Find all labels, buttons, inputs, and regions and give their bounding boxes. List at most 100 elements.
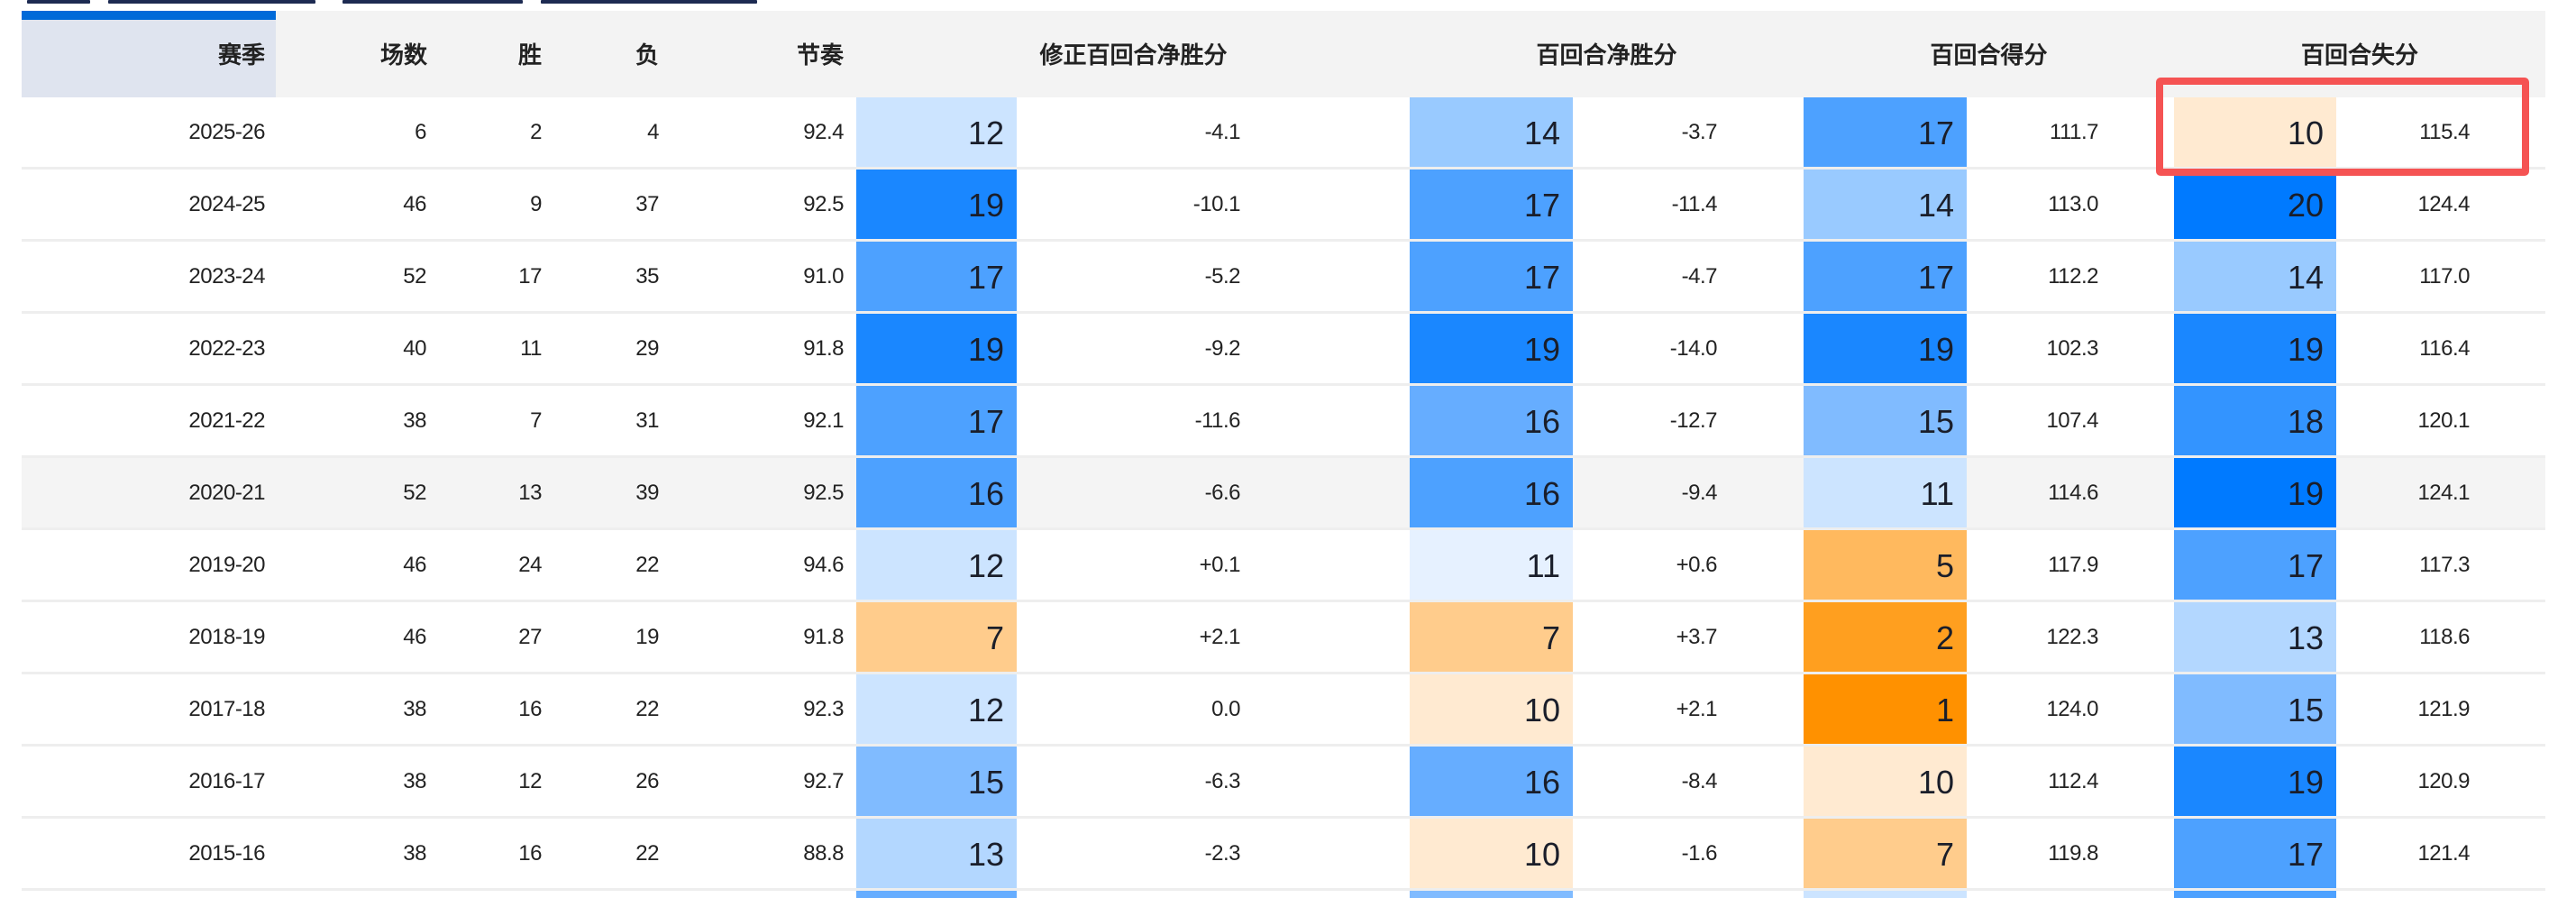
pace-cell: 92.3: [803, 697, 844, 721]
losses-cell: 22: [635, 841, 659, 866]
table-row[interactable]: 2016-17 38 12 26 92.7 15 -6.3 16 -8.4 10…: [22, 747, 2545, 819]
net-rating-value: -11.4: [1671, 192, 1718, 216]
season-cell: 2024-25: [188, 192, 265, 216]
table-row[interactable]: 2019-20 46 24 22 94.6 12 +0.1 11 +0.6 5 …: [22, 530, 2545, 602]
header-season[interactable]: 赛季: [217, 42, 265, 69]
header-net-rating[interactable]: 百回合净胜分: [1536, 42, 1677, 69]
adj-net-rating-value: +2.1: [1199, 625, 1241, 649]
off-rating-value: 112.4: [2048, 769, 2098, 793]
table-row[interactable]: 2017-18 38 16 22 92.3 12 0.0 10 +2.1 1 1…: [22, 674, 2545, 747]
header-adj-net-rating[interactable]: 修正百回合净胜分: [1039, 42, 1228, 69]
net-rank-badge: 14: [1410, 97, 1573, 167]
wins-cell: 2: [530, 120, 542, 144]
off-rating-value: 113.0: [2048, 192, 2098, 216]
team-season-stats-table: 赛季 场数 胜 负 节奏 修正百回合净胜分 百回合净胜分 百回合得分 百回合失分…: [22, 11, 2545, 898]
table-row[interactable]: 2020-21 52 13 39 92.5 16 -6.6 16 -9.4 11…: [22, 458, 2545, 530]
header-wins[interactable]: 胜: [517, 42, 542, 69]
games-cell: 38: [403, 841, 426, 866]
adj-rank-badge: 16: [856, 458, 1017, 527]
games-cell: 38: [403, 408, 426, 433]
net-rank-badge: 16: [1410, 386, 1573, 455]
table-row[interactable]: 2015-16 38 16 22 88.8 13 -2.3 10 -1.6 7 …: [22, 819, 2545, 891]
adj-net-rating-value: +0.1: [1199, 553, 1241, 577]
off-rating-value: 122.3: [2046, 625, 2098, 649]
adj-net-rating-value: -2.3: [1204, 841, 1241, 866]
net-rating-value: +2.1: [1676, 697, 1718, 721]
net-rating-value: -12.7: [1669, 408, 1718, 433]
net-rank-badge: 16: [1410, 747, 1573, 816]
losses-cell: 29: [635, 336, 659, 361]
def-rank-badge: 13: [2174, 602, 2336, 672]
page-title-cropped: [27, 0, 766, 7]
table-row[interactable]: 2025-26 6 2 4 92.4 12 -4.1 14 -3.7 17 11…: [22, 97, 2545, 170]
pace-cell: 92.7: [803, 769, 844, 793]
off-rank-badge: 7: [1804, 819, 1967, 888]
off-rank-badge: 19: [1804, 314, 1967, 383]
adj-rank-badge: 12: [856, 97, 1017, 167]
def-rank-badge: 20: [2174, 170, 2336, 239]
def-rating-value: 117.3: [2419, 553, 2470, 577]
net-rating-value: -14.0: [1669, 336, 1718, 361]
net-rank-badge: 7: [1410, 602, 1573, 672]
header-def-rating[interactable]: 百回合失分: [2300, 42, 2418, 69]
pace-cell: 92.5: [803, 192, 844, 216]
off-rank-badge: 2: [1804, 602, 1967, 672]
net-rank-badge: 11: [1410, 530, 1573, 600]
net-rating-value: -4.7: [1681, 264, 1718, 289]
header-season-cell[interactable]: [22, 11, 276, 97]
adj-net-rating-value: -6.3: [1204, 769, 1241, 793]
def-rating-value: 117.0: [2419, 264, 2470, 289]
games-cell: 38: [403, 697, 426, 721]
def-rating-value: 118.6: [2419, 625, 2470, 649]
losses-cell: 4: [647, 120, 659, 144]
header-off-rating[interactable]: 百回合得分: [1930, 42, 2048, 69]
season-cell: 2022-23: [188, 336, 265, 361]
table-row[interactable]: 2021-22 38 7 31 92.1 17 -11.6 16 -12.7 1…: [22, 386, 2545, 458]
off-rank-badge: 14: [1804, 170, 1967, 239]
header-pace[interactable]: 节奏: [796, 42, 844, 69]
adj-rank-badge: 12: [856, 674, 1017, 744]
off-rank-badge: 5: [1804, 530, 1967, 600]
adj-rank-badge: 12: [856, 530, 1017, 600]
def-rating-value: 121.9: [2417, 697, 2470, 721]
header-losses[interactable]: 负: [635, 42, 659, 69]
header-games[interactable]: 场数: [379, 42, 427, 69]
games-cell: 40: [403, 336, 426, 361]
off-rank-badge: 11: [1804, 458, 1967, 527]
net-rank-badge: [1410, 891, 1573, 898]
table-row[interactable]: 2018-19 46 27 19 91.8 7 +2.1 7 +3.7 2 12…: [22, 602, 2545, 674]
pace-cell: 91.0: [803, 264, 844, 289]
pace-cell: 92.5: [803, 481, 844, 505]
table-row[interactable]: 2022-23 40 11 29 91.8 19 -9.2 19 -14.0 1…: [22, 314, 2545, 386]
table-body: 2025-26 6 2 4 92.4 12 -4.1 14 -3.7 17 11…: [22, 97, 2545, 891]
net-rank-badge: 16: [1410, 458, 1573, 527]
adj-rank-badge: 13: [856, 819, 1017, 888]
table-row[interactable]: 2024-25 46 9 37 92.5 19 -10.1 17 -11.4 1…: [22, 170, 2545, 242]
def-rank-badge: 19: [2174, 314, 2336, 383]
def-rank-badge: 14: [2174, 242, 2336, 311]
off-rank-badge: 15: [1804, 386, 1967, 455]
adj-rank-badge: 15: [856, 747, 1017, 816]
adj-net-rating-value: 0.0: [1211, 697, 1240, 721]
off-rating-value: 119.8: [2048, 841, 2098, 866]
games-cell: 46: [403, 553, 426, 577]
games-cell: 52: [403, 264, 426, 289]
off-rating-value: 107.4: [2046, 408, 2098, 433]
def-rating-value: 124.4: [2417, 192, 2470, 216]
net-rating-value: +0.6: [1676, 553, 1718, 577]
table-row[interactable]: 2023-24 52 17 35 91.0 17 -5.2 17 -4.7 17…: [22, 242, 2545, 314]
active-sort-indicator: [22, 11, 276, 20]
wins-cell: 7: [530, 408, 542, 433]
table-header: 赛季 场数 胜 负 节奏 修正百回合净胜分 百回合净胜分 百回合得分 百回合失分: [22, 11, 2545, 97]
wins-cell: 24: [518, 553, 542, 577]
adj-net-rating-value: -9.2: [1204, 336, 1241, 361]
games-cell: 46: [403, 625, 426, 649]
def-rating-value: 121.4: [2417, 841, 2470, 866]
games-cell: 6: [415, 120, 426, 144]
net-rating-value: -9.4: [1681, 481, 1718, 505]
pace-cell: 94.6: [803, 553, 844, 577]
losses-cell: 31: [635, 408, 659, 433]
pace-cell: 88.8: [803, 841, 844, 866]
off-rating-value: 112.2: [2048, 264, 2098, 289]
net-rating-value: -1.6: [1681, 841, 1718, 866]
